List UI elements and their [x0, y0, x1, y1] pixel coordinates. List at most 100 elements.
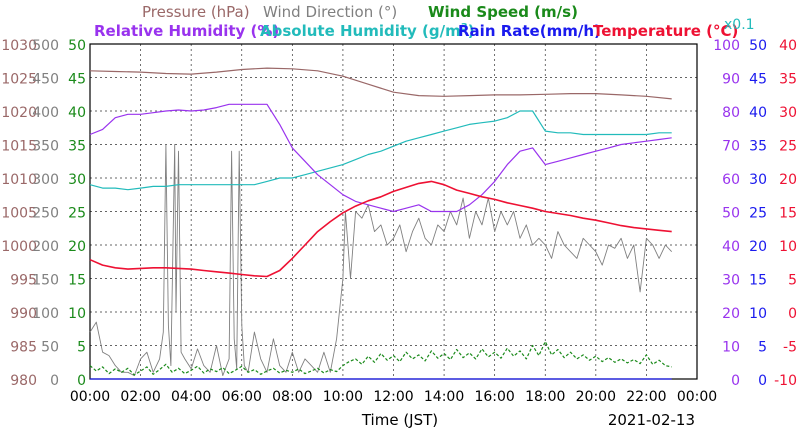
- right-axes: 0102030405060708090100051015202530354045…: [713, 38, 797, 389]
- tick-label-rain-rate: 5: [758, 340, 767, 356]
- tick-label-humidity: 70: [722, 139, 740, 155]
- tick-label-temperature: 40: [779, 38, 797, 54]
- x-axis-title: Time (JST): [361, 411, 438, 429]
- series-line-wind-speed: [89, 340, 672, 376]
- legend-pressure: Pressure (hPa): [142, 3, 250, 21]
- tick-label-humidity: 10: [722, 340, 740, 356]
- tick-label-temperature: 20: [779, 172, 797, 188]
- tick-label-wind-direction: 250: [32, 206, 59, 222]
- tick-label-pressure: 1005: [1, 206, 37, 222]
- tick-label-wind-direction: 400: [32, 105, 59, 121]
- tick-label-temperature: 5: [788, 273, 797, 289]
- legend-absolute-humidity-sup: 3: [461, 22, 468, 33]
- legend-rain-rate: Rain Rate(mm/h): [458, 22, 601, 40]
- tick-label-rain-rate: 20: [749, 239, 767, 255]
- tick-label-wind-direction: 50: [41, 340, 59, 356]
- tick-label-temperature: 10: [779, 239, 797, 255]
- tick-label-humidity: 50: [722, 206, 740, 222]
- tick-label-rain-rate: 35: [749, 139, 767, 155]
- tick-label-wind-direction: 300: [32, 172, 59, 188]
- tick-label-wind-direction: 350: [32, 139, 59, 155]
- tick-label-temperature: -10: [774, 373, 797, 389]
- x-tick-label: 12:00: [373, 389, 413, 405]
- tick-label-humidity: 60: [722, 172, 740, 188]
- tick-label-pressure: 985: [10, 340, 37, 356]
- legend-relative-humidity: Relative Humidity (%): [94, 22, 279, 40]
- tick-label-humidity: 90: [722, 72, 740, 88]
- series-line-pressure: [89, 67, 672, 100]
- x-tick-label: 22:00: [626, 389, 666, 405]
- tick-label-humidity: 80: [722, 105, 740, 121]
- series-layer: [89, 67, 673, 380]
- series-line-absolute-humidity: [89, 110, 672, 191]
- x-tick-label: 14:00: [424, 389, 464, 405]
- x-tick-label: 10:00: [323, 389, 363, 405]
- tick-label-wind-speed: 10: [68, 306, 86, 322]
- tick-label-rain-rate: 25: [749, 206, 767, 222]
- tick-label-temperature: 30: [779, 105, 797, 121]
- tick-label-rain-rate: 45: [749, 72, 767, 88]
- tick-label-wind-speed: 25: [68, 206, 86, 222]
- tick-label-temperature: 35: [779, 72, 797, 88]
- legend-temperature: Temperature (°C): [593, 22, 738, 40]
- tick-label-rain-rate: 40: [749, 105, 767, 121]
- x-tick-label: 16:00: [474, 389, 514, 405]
- tick-label-humidity: 40: [722, 239, 740, 255]
- tick-label-temperature: 25: [779, 139, 797, 155]
- tick-label-wind-speed: 35: [68, 139, 86, 155]
- tick-label-wind-speed: 5: [77, 340, 86, 356]
- tick-label-rain-rate: 15: [749, 273, 767, 289]
- tick-label-wind-speed: 30: [68, 172, 86, 188]
- tick-label-wind-direction: 450: [32, 72, 59, 88]
- tick-label-wind-speed: 40: [68, 105, 86, 121]
- legend: Pressure (hPa) Wind Direction (°) Wind S…: [94, 3, 755, 40]
- x-tick-label: 20:00: [576, 389, 616, 405]
- tick-label-humidity: 30: [722, 273, 740, 289]
- tick-label-pressure: 1025: [1, 72, 37, 88]
- tick-label-temperature: 15: [779, 206, 797, 222]
- tick-label-rain-rate: 30: [749, 172, 767, 188]
- tick-label-temperature: 0: [788, 306, 797, 322]
- legend-wind-speed: Wind Speed (m/s): [428, 3, 578, 21]
- legend-abs-humidity-scale-note: x0.1: [724, 17, 755, 33]
- x-tick-label: 06:00: [222, 389, 262, 405]
- legend-absolute-humidity-text: Absolute Humidity (g/m: [260, 22, 461, 40]
- tick-label-pressure: 1010: [1, 172, 37, 188]
- legend-absolute-humidity-tail: ): [468, 22, 475, 40]
- left-axes: 9809859909951000100510101015102010251030…: [1, 38, 86, 389]
- tick-label-wind-direction: 100: [32, 306, 59, 322]
- legend-wind-direction: Wind Direction (°): [263, 3, 397, 21]
- chart-date: 2021-02-13: [608, 411, 695, 429]
- tick-label-humidity: 0: [731, 373, 740, 389]
- x-tick-label: 02:00: [120, 389, 160, 405]
- tick-label-wind-direction: 500: [32, 38, 59, 54]
- legend-absolute-humidity: Absolute Humidity (g/m3): [260, 22, 475, 40]
- tick-label-wind-speed: 15: [68, 273, 86, 289]
- tick-label-pressure: 1020: [1, 105, 37, 121]
- x-tick-label: 18:00: [525, 389, 565, 405]
- tick-label-wind-direction: 0: [50, 373, 59, 389]
- tick-label-pressure: 1030: [1, 38, 37, 54]
- tick-label-rain-rate: 0: [758, 373, 767, 389]
- tick-label-wind-speed: 20: [68, 239, 86, 255]
- tick-label-wind-direction: 200: [32, 239, 59, 255]
- series-line-wind-direction: [89, 144, 673, 377]
- tick-label-pressure: 1015: [1, 139, 37, 155]
- x-tick-label: 00:00: [677, 389, 717, 405]
- tick-label-pressure: 995: [10, 273, 37, 289]
- x-axis: 00:00 02:00 04:00 06:00 08:00 10:00 12:00 14:00…: [70, 389, 717, 405]
- tick-label-temperature: -5: [783, 340, 797, 356]
- x-tick-label: 00:00: [70, 389, 110, 405]
- tick-label-rain-rate: 10: [749, 306, 767, 322]
- tick-label-pressure: 980: [10, 373, 37, 389]
- tick-label-pressure: 990: [10, 306, 37, 322]
- tick-label-wind-speed: 45: [68, 72, 86, 88]
- tick-label-wind-direction: 150: [32, 273, 59, 289]
- tick-label-humidity: 100: [713, 38, 740, 54]
- tick-label-pressure: 1000: [1, 239, 37, 255]
- tick-label-wind-speed: 50: [68, 38, 86, 54]
- x-tick-label: 04:00: [171, 389, 211, 405]
- series-line-relative-humidity: [89, 103, 672, 213]
